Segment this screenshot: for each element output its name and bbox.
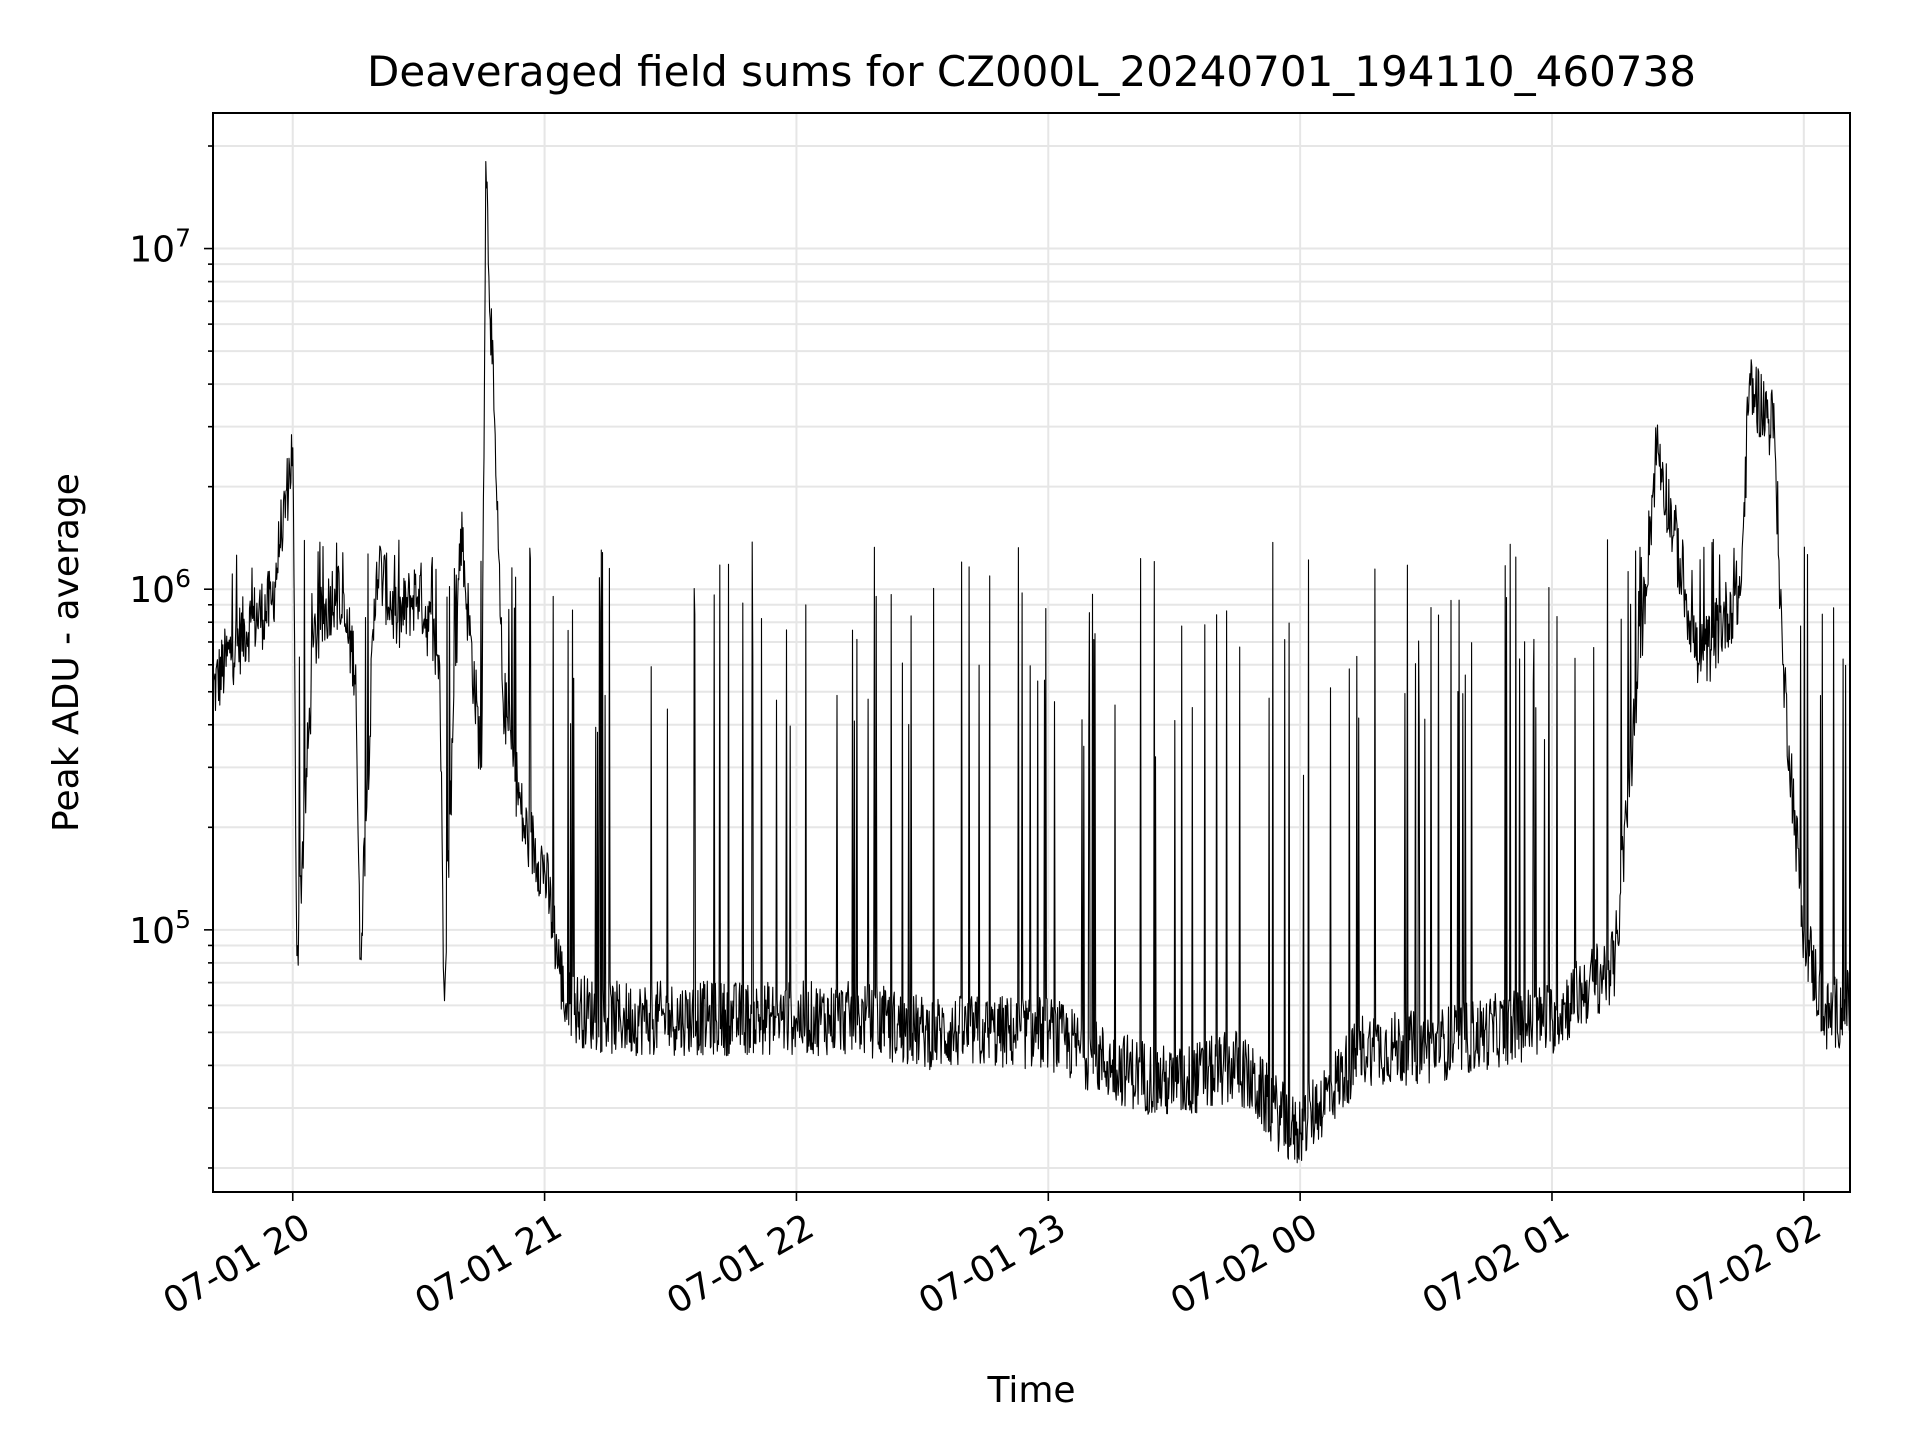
y-tick-label: 105 [129,905,191,952]
plot-area [212,161,1851,1164]
series-line [212,161,1851,1164]
grid [213,113,1850,1192]
x-axis-label: Time [986,1370,1075,1411]
y-tick-label: 107 [129,224,191,271]
axes-frame [212,112,1851,1193]
chart-title: Deaveraged field sums for CZ000L_2024070… [367,47,1696,96]
y-tick-label: 106 [129,564,191,611]
y-axis-label: Peak ADU - average [46,473,87,832]
